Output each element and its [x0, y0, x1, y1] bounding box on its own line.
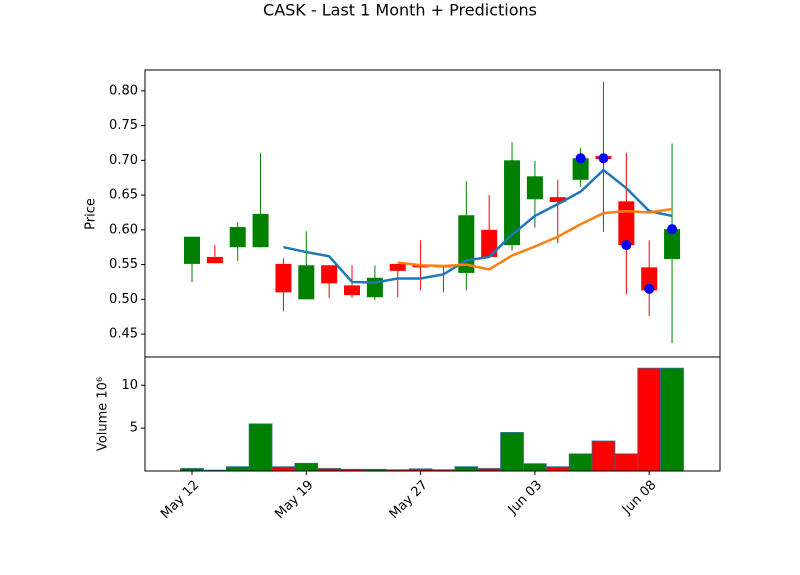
candle-body: [641, 267, 658, 291]
candle-body: [481, 229, 498, 257]
candle-body: [572, 158, 589, 180]
volume-bar: [294, 462, 319, 472]
volume-bar: [660, 367, 684, 472]
candle-body: [275, 263, 292, 293]
y-tick-label: 10: [121, 378, 138, 393]
volume-bar: [614, 453, 639, 472]
y-tick-label: 0.60: [109, 222, 138, 237]
signal-marker: [644, 283, 655, 294]
y-tick-label: 0.55: [109, 257, 138, 272]
y-tick-label: 0.45: [109, 327, 138, 342]
volume-axis-label: Volume 10⁶: [96, 377, 111, 451]
moving-average-line: [283, 168, 673, 284]
volume-axes-frame: [144, 356, 721, 472]
volume-bar: [568, 453, 593, 472]
volume-bar: [225, 466, 250, 472]
candle-body: [252, 213, 269, 248]
candle-body: [458, 215, 475, 273]
candle-body: [664, 229, 681, 260]
moving-average-line: [397, 207, 673, 271]
volume-bar: [523, 463, 547, 472]
candle-body: [526, 176, 543, 200]
candle-body: [206, 256, 223, 264]
volume-bar: [248, 423, 273, 472]
candle-body: [298, 265, 315, 300]
candle-body: [389, 263, 406, 271]
y-tick-label: 0.65: [109, 188, 138, 203]
volume-bar: [500, 432, 524, 472]
signal-marker: [621, 240, 632, 251]
x-tick-label: May 12: [158, 478, 202, 522]
volume-bar: [454, 466, 479, 472]
volume-bar: [591, 440, 616, 472]
volume-bar: [271, 466, 296, 472]
chart-title: CASK - Last 1 Month + Predictions: [263, 1, 537, 20]
candle-body: [504, 160, 521, 246]
price-axis-label: Price: [84, 198, 99, 230]
candle-body: [344, 285, 361, 296]
y-tick-label: 0.70: [109, 153, 138, 168]
y-tick-label: 5: [130, 421, 138, 436]
signal-marker: [598, 153, 609, 164]
signal-marker: [667, 224, 678, 235]
signal-marker: [575, 153, 586, 164]
candle-body: [321, 265, 338, 284]
candle-body: [184, 236, 200, 264]
x-tick-label: May 27: [387, 478, 431, 522]
candle-body: [618, 201, 635, 246]
candle-body: [549, 197, 566, 203]
x-tick-label: Jun 08: [619, 478, 659, 518]
candle-body: [229, 227, 246, 248]
volume-bar: [637, 367, 662, 472]
volume-bar: [545, 466, 570, 472]
y-tick-label: 0.75: [109, 118, 138, 133]
y-tick-label: 0.80: [109, 83, 138, 98]
x-tick-label: Jun 03: [505, 478, 545, 518]
x-tick-label: May 19: [272, 478, 316, 522]
y-tick-label: 0.50: [109, 292, 138, 307]
